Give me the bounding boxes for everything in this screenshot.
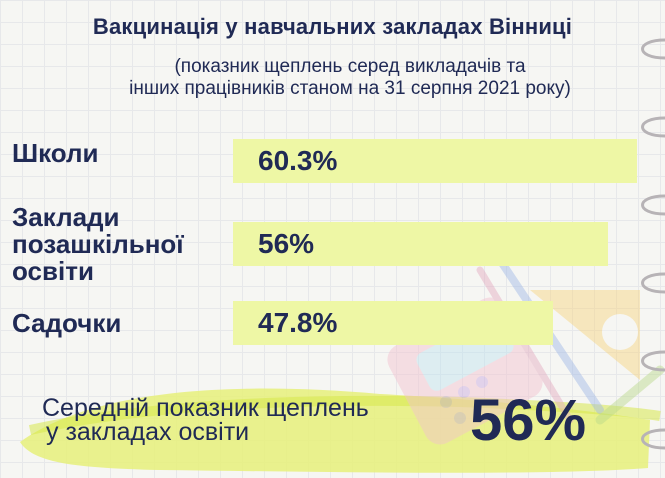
bar-value-extracurricular: 56% <box>258 228 315 259</box>
summary-line-1: Середній показник щеплень <box>42 394 369 422</box>
category-label-extracurricular: Заклади позашкільної освіти <box>12 204 184 285</box>
category-label-line: позашкільної <box>12 229 184 259</box>
category-label-line: освіти <box>12 256 94 286</box>
bar-value-schools: 60.3% <box>258 145 338 176</box>
bar-value-kindergartens: 47.8% <box>258 307 338 338</box>
category-label-kindergartens: Садочки <box>12 310 121 337</box>
bar-extracurricular <box>233 222 609 266</box>
summary-label: Середній показник щеплень у закладах осв… <box>42 394 369 446</box>
category-label-line: Садочки <box>12 308 122 338</box>
yellow-brush-highlight <box>20 388 661 473</box>
notebook-rings <box>641 38 665 450</box>
category-label-line: Заклади <box>12 202 120 232</box>
subtitle-line-1: (показник щеплень серед викладачів та <box>174 56 526 77</box>
subtitle-line-2: інших працівників станом на 31 серпня 20… <box>129 78 571 99</box>
bar-schools <box>233 139 637 183</box>
category-label-line: Школи <box>12 138 99 168</box>
summary-line-2: у закладах освіти <box>46 418 250 446</box>
bar-kindergartens <box>233 301 554 345</box>
category-label-schools: Школи <box>12 140 99 167</box>
chart-subtitle: (показник щеплень серед викладачів та ін… <box>70 56 630 100</box>
summary-value: 56% <box>470 388 587 453</box>
chart-title: Вакцинація у навчальних закладах Вінниці <box>92 14 573 39</box>
